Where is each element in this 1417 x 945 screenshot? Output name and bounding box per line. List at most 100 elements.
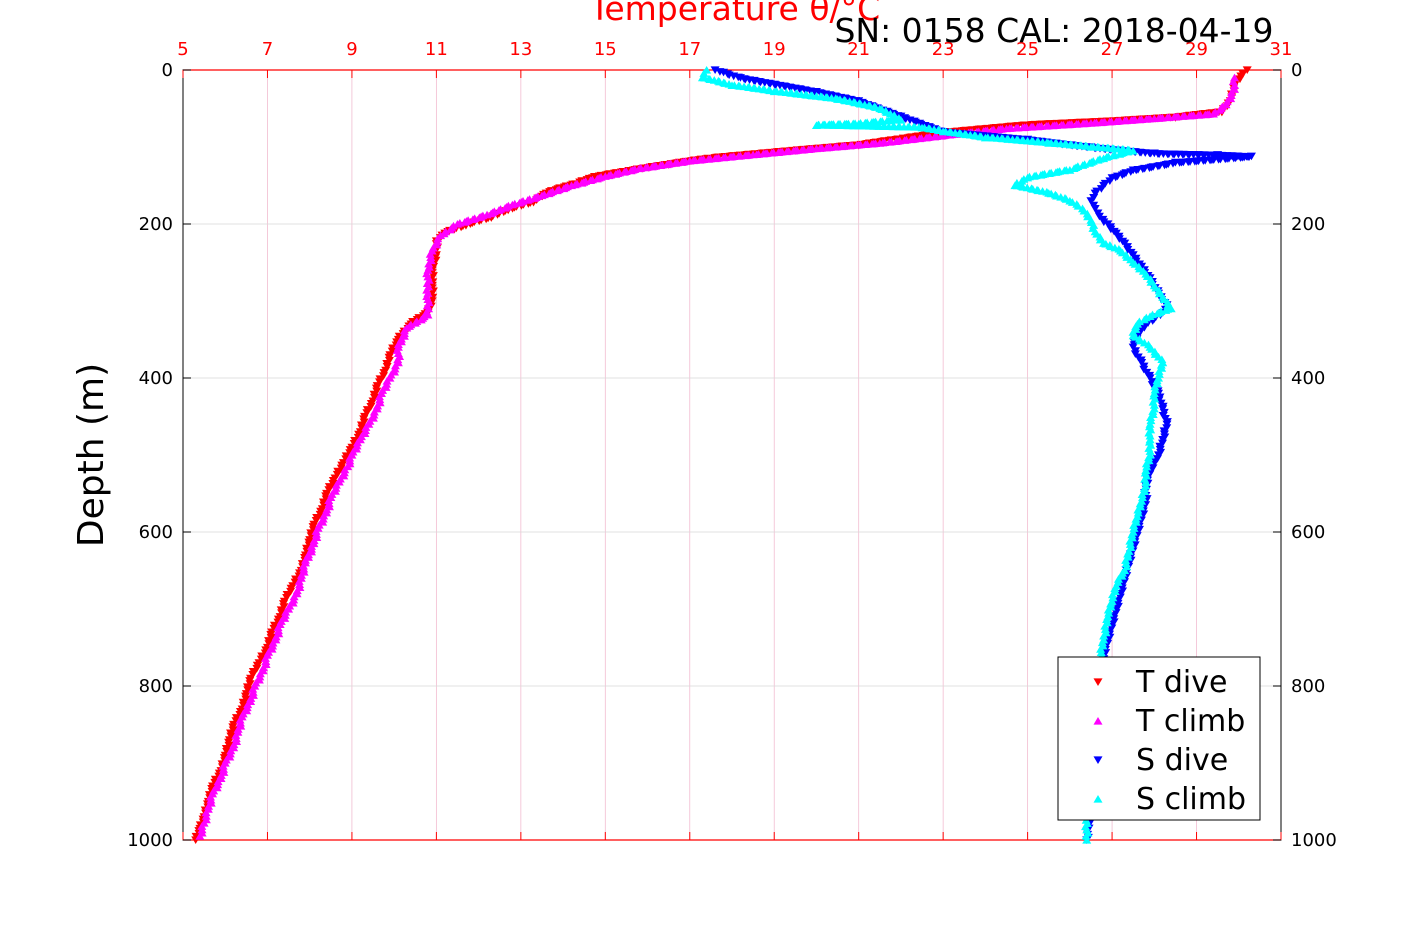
y-tick-label-right: 800: [1291, 676, 1325, 697]
data-point: [1100, 621, 1110, 630]
data-point: [255, 672, 265, 681]
data-point: [424, 259, 434, 268]
legend-label: T climb: [1135, 704, 1245, 739]
data-point: [213, 777, 223, 786]
data-point: [1099, 631, 1109, 640]
data-point: [1096, 645, 1106, 653]
x-tick-label: 27: [1101, 39, 1124, 60]
data-point: [1104, 608, 1114, 617]
data-point: [1100, 625, 1110, 633]
data-point: [1125, 540, 1135, 548]
y-axis-label: Depth (m): [71, 363, 112, 547]
x-tick-label: 7: [262, 39, 273, 60]
data-point: [433, 234, 443, 243]
x-tick-label: 17: [678, 39, 701, 60]
data-point: [352, 438, 362, 447]
data-point: [1082, 835, 1092, 844]
data-point: [331, 480, 341, 489]
chart-title: Temperature θ/°C: [589, 0, 880, 28]
y-tick-label-right: 600: [1291, 522, 1325, 543]
data-point: [1102, 615, 1112, 623]
grid-layer: [183, 70, 1281, 840]
data-point: [361, 423, 371, 431]
data-point: [213, 780, 223, 789]
data-point: [1117, 568, 1127, 577]
data-point: [1127, 530, 1137, 539]
data-point: [1129, 524, 1139, 532]
data-point: [1073, 202, 1083, 210]
x-tick-label: 31: [1270, 39, 1293, 60]
data-point: [1096, 648, 1106, 656]
data-point: [1123, 549, 1133, 558]
data-point: [1105, 177, 1115, 186]
chart-subtitle: SN: 0158 CAL: 2018-04-19: [834, 11, 1273, 50]
x-tick-label: 15: [594, 39, 617, 60]
data-point: [339, 468, 349, 477]
legend-marker: [1093, 678, 1103, 687]
data-point: [1154, 370, 1164, 378]
legend-marker: [1093, 794, 1103, 803]
data-point: [195, 832, 205, 840]
data-point: [426, 253, 436, 261]
x-tick-label: 9: [346, 39, 357, 60]
y-tick-label-right: 1000: [1291, 830, 1337, 851]
y-tick-label-left: 400: [139, 368, 173, 389]
data-point: [1099, 218, 1109, 227]
data-point: [1227, 88, 1237, 96]
data-point: [225, 749, 235, 758]
data-point: [432, 237, 442, 246]
data-point: [1146, 416, 1156, 425]
x-tick-label: 25: [1016, 39, 1039, 60]
data-point: [1081, 832, 1091, 840]
y-tick-label-left: 200: [139, 214, 173, 235]
data-point: [360, 426, 370, 434]
x-tick-label: 21: [847, 39, 870, 60]
x-tick-label: 29: [1185, 39, 1208, 60]
data-point: [390, 361, 400, 370]
data-point: [1113, 575, 1123, 583]
data-point: [1108, 593, 1118, 602]
legend-label: S climb: [1136, 782, 1246, 817]
y-tick-label-left: 800: [139, 676, 173, 697]
data-point: [1121, 556, 1131, 564]
data-point: [369, 407, 379, 416]
data-point: [390, 364, 400, 373]
data-point: [242, 703, 252, 712]
data-point: [425, 250, 435, 258]
data-point: [255, 669, 265, 678]
data-point: [1139, 315, 1149, 324]
x-tick-label: 19: [763, 39, 786, 60]
data-point: [319, 511, 329, 520]
data-point: [318, 514, 328, 523]
x-tick-label: 23: [932, 39, 955, 60]
data-point: [1090, 189, 1100, 198]
legend-label: T dive: [1135, 665, 1227, 700]
data-point: [1125, 536, 1135, 545]
data-point: [1096, 185, 1106, 193]
data-point: [1150, 385, 1160, 394]
data-point: [382, 380, 392, 388]
x-tick-label: 13: [509, 39, 532, 60]
y-tick-label-right: 0: [1291, 60, 1302, 81]
data-point: [226, 746, 236, 755]
data-point: [352, 441, 362, 450]
data-point: [340, 465, 350, 474]
data-point: [1230, 81, 1240, 89]
data-point: [1017, 177, 1027, 185]
legend-items: T dive T climb S dive S climb: [1093, 665, 1246, 817]
data-point: [1121, 559, 1131, 568]
data-point: [1133, 508, 1143, 517]
data-point: [280, 611, 290, 619]
data-point: [1090, 205, 1100, 213]
data-point: [1226, 91, 1236, 100]
data-point: [289, 595, 299, 604]
data-point: [243, 700, 253, 709]
data-point: [281, 608, 291, 616]
y-tick-label-right: 200: [1291, 214, 1325, 235]
data-point: [1086, 197, 1096, 205]
data-point: [445, 225, 455, 234]
series-s-climb: [697, 65, 1176, 844]
data-point: [289, 592, 299, 601]
